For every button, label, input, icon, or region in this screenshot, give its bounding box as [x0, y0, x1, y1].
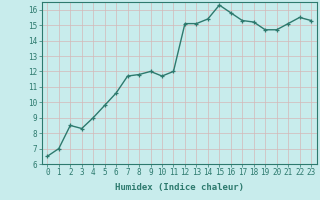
- X-axis label: Humidex (Indice chaleur): Humidex (Indice chaleur): [115, 183, 244, 192]
